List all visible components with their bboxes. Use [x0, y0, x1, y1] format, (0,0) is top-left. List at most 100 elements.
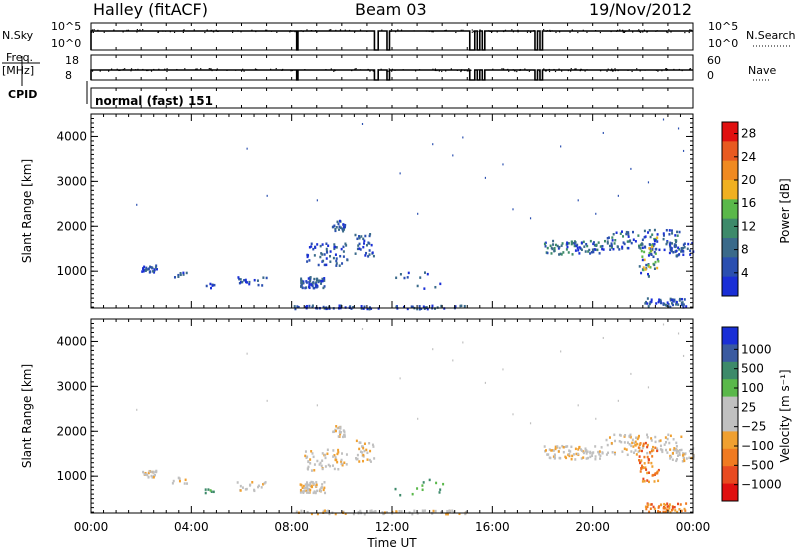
- power-point: [432, 143, 434, 146]
- freq-panel-dot: [575, 68, 577, 70]
- velocity-point: [262, 483, 265, 486]
- freq-panel-dot: [146, 69, 148, 72]
- power-point: [574, 241, 577, 244]
- nsky-panel-dot: [473, 31, 475, 33]
- nsky-panel-dot: [512, 31, 515, 33]
- velocity-point: [647, 503, 650, 506]
- nsky-panel-dot: [444, 30, 446, 32]
- freq-panel-dot: [355, 68, 357, 70]
- velocity-point: [352, 512, 355, 516]
- freq-panel-dot: [606, 70, 608, 72]
- velocity-point: [307, 488, 310, 491]
- velocity-point: [677, 449, 680, 453]
- freq-panel-dot: [665, 69, 668, 71]
- power-point: [609, 244, 612, 248]
- power-point: [431, 304, 434, 308]
- velocity-point: [253, 489, 256, 493]
- velocity-point: [645, 507, 648, 511]
- velocity-point: [310, 450, 313, 453]
- nsky-panel-dot: [517, 31, 519, 33]
- power-point: [673, 298, 676, 302]
- freq-panel-dot: [367, 69, 369, 71]
- power-point: [365, 243, 368, 247]
- velocity-frame: [90, 318, 694, 514]
- velocity-point: [358, 460, 361, 463]
- nsky-panel-dot: [157, 31, 159, 33]
- velocity-point: [584, 449, 587, 453]
- nsky-panel-dot: [294, 31, 296, 33]
- velocity-point: [210, 490, 213, 493]
- velocity-point: [529, 422, 532, 425]
- power-point: [239, 278, 242, 281]
- velocity-point: [306, 485, 309, 489]
- freq-panel-dot: [688, 68, 691, 70]
- colorbar-tick-label: −25: [741, 420, 766, 434]
- power-point: [668, 233, 671, 236]
- freq-panel-dot: [612, 70, 614, 72]
- freq-panel-dot: [118, 69, 120, 72]
- colorbar-swatch: [722, 122, 738, 142]
- freq-panel-dot: [216, 68, 218, 70]
- velocity-point: [411, 492, 414, 496]
- power-point: [623, 242, 626, 246]
- freq-panel-dot: [142, 68, 144, 71]
- velocity-point: [671, 506, 674, 509]
- power-point: [417, 212, 419, 215]
- power-point: [327, 244, 330, 248]
- power-point: [406, 307, 409, 311]
- power-point: [147, 267, 150, 270]
- colorbar-swatch: [722, 466, 738, 485]
- freq-panel-dot: [529, 69, 531, 71]
- nsky-panel-dot: [328, 29, 331, 31]
- nsky-panel-dot: [594, 29, 597, 32]
- nsky-panel-dot: [632, 31, 634, 33]
- freq-panel-dot: [610, 69, 612, 72]
- velocity-point: [657, 506, 660, 509]
- freq-panel-dot: [466, 70, 469, 72]
- velocity-point: [594, 455, 597, 458]
- velocity-point: [328, 512, 331, 516]
- nsky-label: N.Sky: [2, 29, 34, 42]
- velocity-point: [601, 451, 604, 454]
- velocity-point: [659, 510, 662, 514]
- freq-panel-dot: [372, 70, 374, 72]
- velocity-point: [647, 461, 650, 464]
- power-point: [638, 246, 641, 249]
- freq-panel-dot: [567, 69, 569, 72]
- power-point: [309, 280, 312, 283]
- velocity-point: [594, 457, 597, 461]
- velocity-point: [178, 479, 181, 483]
- velocity-point: [680, 448, 683, 452]
- power-point: [322, 305, 325, 309]
- power-point: [426, 272, 429, 276]
- colorbar-swatch: [722, 396, 738, 415]
- power-point: [360, 235, 363, 238]
- velocity-point: [333, 454, 336, 457]
- velocity-point: [316, 459, 319, 463]
- velocity-point: [264, 481, 267, 484]
- freq-unit: [MHz]: [2, 64, 35, 77]
- power-point: [670, 298, 673, 302]
- power-point: [641, 258, 644, 262]
- freq-panel-dot: [99, 70, 101, 72]
- velocity-point: [623, 435, 626, 438]
- velocity-point: [315, 483, 318, 487]
- velocity-point: [334, 512, 337, 516]
- velocity-point: [566, 445, 569, 448]
- power-point: [422, 305, 425, 308]
- power-point: [307, 254, 310, 257]
- power-point: [658, 298, 661, 301]
- velocity-point: [342, 429, 345, 432]
- power-point: [213, 283, 216, 287]
- power-point: [315, 283, 318, 287]
- power-point: [300, 285, 303, 288]
- power-point: [613, 242, 616, 245]
- velocity-point: [675, 459, 678, 463]
- nsky-panel-dot: [689, 29, 691, 31]
- power-point: [666, 301, 669, 304]
- power-point: [308, 283, 311, 286]
- velocity-point: [313, 490, 316, 493]
- power-point: [580, 241, 583, 244]
- nsky-panel-dot: [113, 29, 115, 31]
- velocity-point: [326, 452, 329, 456]
